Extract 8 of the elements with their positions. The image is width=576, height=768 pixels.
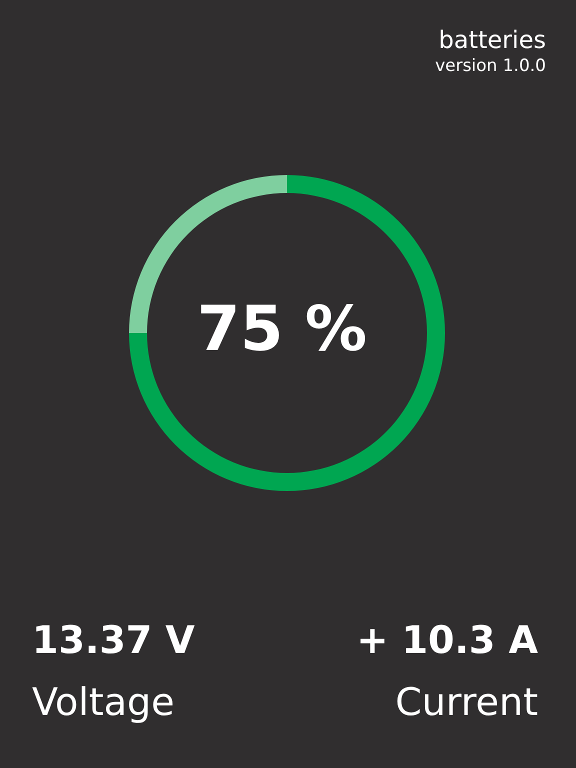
- donut-slice: [129, 175, 445, 491]
- text: 13.37 V: [32, 618, 195, 662]
- chart-title: batteries: [438, 26, 546, 54]
- text: Voltage: [32, 680, 175, 724]
- text: version 1.0.0: [435, 56, 546, 76]
- text: + 10.3 A: [356, 618, 538, 662]
- text: Current: [395, 680, 538, 724]
- text: 75 %: [196, 290, 368, 366]
